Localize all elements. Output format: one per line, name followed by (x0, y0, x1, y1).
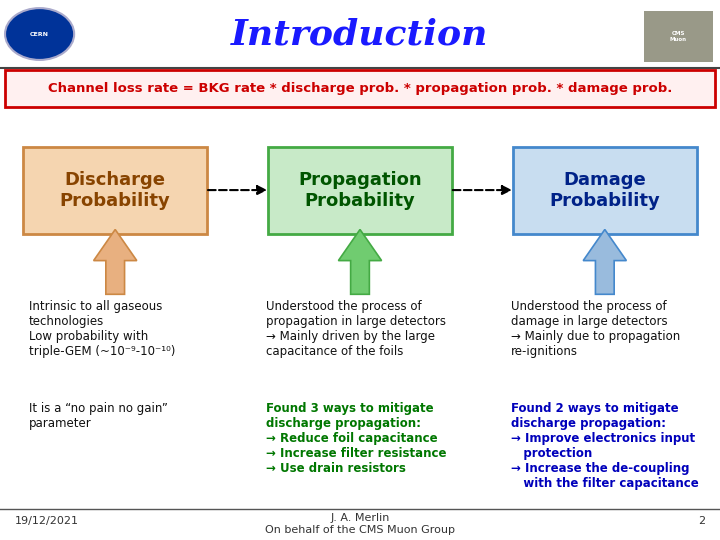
Text: Channel loss rate = BKG rate * discharge prob. * propagation prob. * damage prob: Channel loss rate = BKG rate * discharge… (48, 82, 672, 95)
Text: 19/12/2021: 19/12/2021 (14, 516, 78, 525)
Text: CMS
Muon: CMS Muon (670, 31, 687, 42)
FancyBboxPatch shape (513, 147, 697, 234)
Polygon shape (583, 230, 626, 294)
Polygon shape (94, 230, 137, 294)
Circle shape (5, 8, 74, 60)
FancyBboxPatch shape (23, 147, 207, 234)
Text: Discharge
Probability: Discharge Probability (60, 171, 171, 210)
Text: It is a “no pain no gain”
parameter: It is a “no pain no gain” parameter (29, 402, 168, 430)
Text: CERN: CERN (30, 31, 49, 37)
Text: Found 2 ways to mitigate
discharge propagation:
→ Improve electronics input
   p: Found 2 ways to mitigate discharge propa… (511, 402, 699, 490)
Text: Found 3 ways to mitigate
discharge propagation:
→ Reduce foil capacitance
→ Incr: Found 3 ways to mitigate discharge propa… (266, 402, 447, 475)
Text: 2: 2 (698, 516, 706, 525)
Text: Damage
Probability: Damage Probability (549, 171, 660, 210)
Text: Introduction: Introduction (231, 17, 489, 51)
Text: Understood the process of
damage in large detectors
→ Mainly due to propagation
: Understood the process of damage in larg… (511, 300, 680, 357)
Text: Propagation
Probability: Propagation Probability (298, 171, 422, 210)
Bar (0, 0, 720, 68)
FancyBboxPatch shape (268, 147, 452, 234)
Polygon shape (338, 230, 382, 294)
Text: J. A. Merlin
On behalf of the CMS Muon Group: J. A. Merlin On behalf of the CMS Muon G… (265, 513, 455, 535)
Text: Intrinsic to all gaseous
technologies
Low probability with
triple-GEM (~10⁻⁹-10⁻: Intrinsic to all gaseous technologies Lo… (29, 300, 175, 357)
FancyBboxPatch shape (644, 11, 713, 62)
FancyBboxPatch shape (5, 70, 715, 107)
Text: Understood the process of
propagation in large detectors
→ Mainly driven by the : Understood the process of propagation in… (266, 300, 446, 357)
